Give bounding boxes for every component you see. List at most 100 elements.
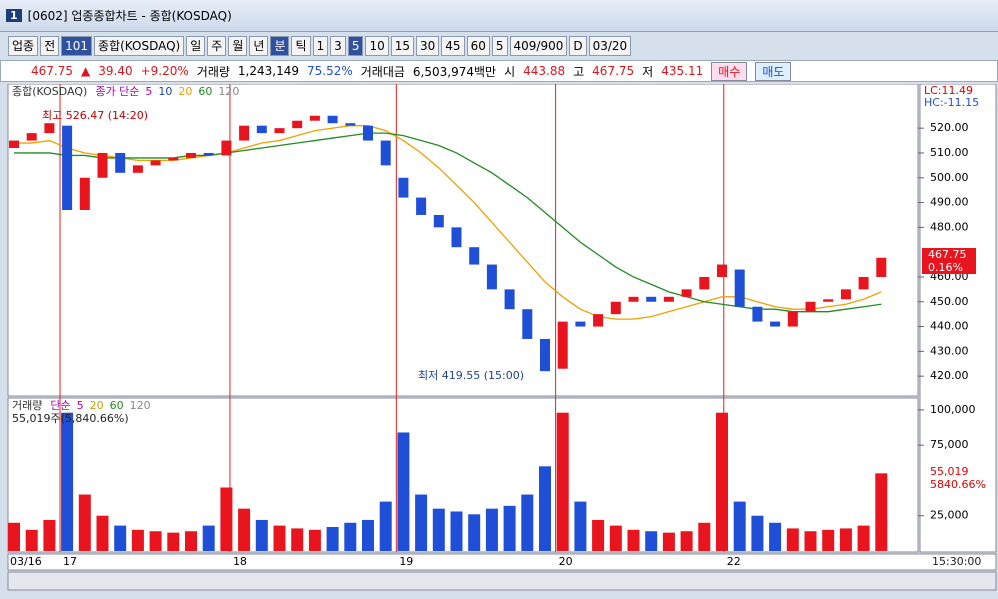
label: 시	[504, 64, 516, 79]
toolbar: 업종 전 101 종합(KOSDAQ) 일 주 월 년 분 틱 1 3 5 10 15 30 45 60 5 409/…	[0, 34, 998, 58]
max-label: 최고 526.47 (14:20)	[42, 109, 148, 122]
candle	[416, 197, 427, 215]
volume-bar	[362, 519, 374, 551]
last-rate: 0.16%	[928, 261, 963, 274]
open: 443.88	[523, 64, 566, 78]
volume-bar	[25, 529, 38, 551]
y-tick-label: 75,000	[930, 438, 969, 451]
time-label: 15:30:00	[932, 555, 981, 568]
label: 거래대금	[360, 64, 405, 79]
period-button[interactable]: 분	[270, 36, 290, 56]
label: 저	[642, 64, 654, 79]
volume-bar	[308, 529, 321, 551]
volume-bar	[574, 501, 587, 551]
change: 39.40	[98, 64, 133, 78]
x-tick-label: 17	[63, 555, 77, 568]
volume-bar	[539, 466, 551, 551]
count[interactable]: 5	[491, 36, 508, 56]
volume-bar	[255, 519, 268, 551]
y-tick-label: 440.00	[930, 320, 969, 333]
candle	[681, 289, 692, 297]
volume-bar	[698, 522, 711, 551]
volume-bar	[786, 528, 799, 551]
label: 거래량	[196, 64, 230, 79]
y-tick-label: 430.00	[930, 344, 969, 357]
code-input[interactable]: 101	[61, 36, 93, 56]
minute-button[interactable]: 30	[416, 36, 440, 56]
y-tick-label: 510.00	[930, 146, 969, 159]
minute-button[interactable]: 45	[441, 36, 465, 56]
volume-bar	[751, 515, 764, 551]
legend-entry: 60	[198, 85, 212, 98]
candle	[823, 299, 834, 302]
candle	[97, 152, 108, 178]
period-button[interactable]: 틱	[291, 36, 311, 56]
hc: HC:-11.15	[924, 96, 979, 109]
volume-bar	[397, 432, 410, 551]
candle	[274, 128, 285, 134]
scope[interactable]: 전	[40, 36, 60, 56]
candle	[150, 160, 161, 166]
candle	[646, 296, 657, 302]
lc: LC:11.49	[924, 84, 973, 97]
candle	[610, 301, 621, 315]
legend-entry: 5	[77, 399, 84, 412]
title-bar: 1 [0602] 업종종합차트 - 종합(KOSDAQ)	[0, 0, 998, 32]
volume-bar	[839, 528, 852, 551]
volume-bar	[379, 501, 392, 551]
buy-button[interactable]: 매수	[711, 61, 748, 81]
name: 종합(KOSDAQ)	[94, 36, 185, 56]
candle	[62, 125, 73, 210]
minute-button[interactable]: 1	[312, 36, 329, 56]
y-tick-label: 520.00	[930, 121, 969, 134]
minute-button[interactable]: 60	[466, 36, 490, 56]
candle	[115, 152, 126, 173]
x-tick-label: 19	[399, 555, 413, 568]
y-tick-label: 25,000	[930, 509, 969, 522]
candle	[557, 321, 568, 369]
candle	[593, 314, 604, 327]
volume-bar	[450, 511, 463, 551]
period-button[interactable]: 주	[207, 36, 227, 56]
minute-button[interactable]: 10	[365, 36, 389, 56]
candle	[469, 247, 480, 265]
period-button[interactable]: 일	[186, 36, 206, 56]
last-box	[922, 464, 968, 488]
legend-label: 단순	[50, 399, 70, 412]
candle	[186, 152, 196, 158]
candle	[628, 296, 639, 302]
volume-bar	[415, 494, 428, 551]
period-button[interactable]: 월	[228, 36, 248, 56]
minute-button[interactable]: 15	[390, 36, 415, 56]
candle	[221, 140, 232, 156]
legend-entry: 60	[110, 399, 124, 412]
volume-bar	[609, 525, 622, 551]
date[interactable]: 03/20	[588, 36, 632, 56]
volume-bar	[432, 508, 445, 551]
period-button[interactable]: 년	[249, 36, 269, 56]
vol-rate: 75.52%	[306, 64, 353, 78]
last-price: 467.75	[928, 248, 967, 261]
volume-bar	[485, 508, 498, 551]
legend-title: 종합(KOSDAQ)	[12, 85, 87, 98]
date-flag[interactable]: D	[569, 36, 587, 56]
candle	[486, 264, 497, 290]
y-tick-label: 100,000	[930, 403, 976, 416]
candle	[168, 157, 179, 161]
minute-button[interactable]: 3	[330, 36, 346, 56]
volume-bar	[96, 515, 109, 551]
volume-bar	[273, 525, 286, 551]
candle	[770, 321, 781, 327]
volume-bar	[592, 519, 605, 551]
sell-button[interactable]: 매도	[755, 61, 792, 81]
rate: +9.20%	[140, 64, 189, 78]
minute-button[interactable]: 5	[347, 36, 364, 56]
candle	[699, 276, 710, 290]
candle	[858, 276, 869, 290]
volume-bar	[875, 473, 888, 551]
market-select[interactable]: 업종	[8, 36, 39, 56]
volume-bar	[291, 528, 304, 551]
volume-bar	[326, 527, 339, 551]
chart: 420.00430.00440.00450.00460.00480.00490.…	[7, 84, 997, 591]
